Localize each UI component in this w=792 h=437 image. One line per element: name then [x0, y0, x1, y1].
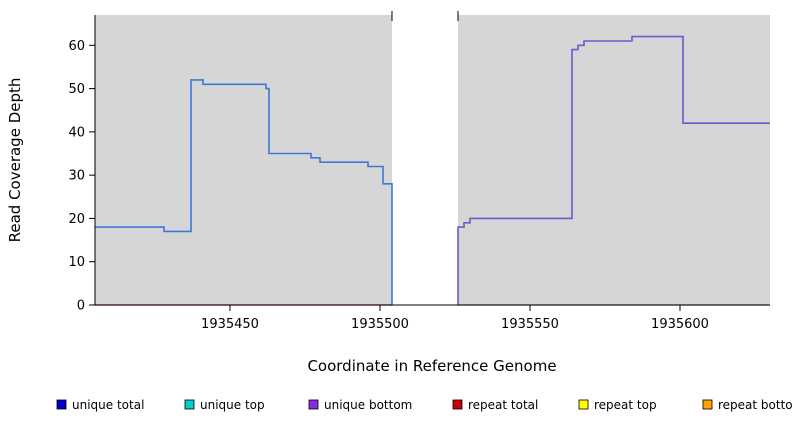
- legend-label: repeat top: [594, 398, 657, 412]
- x-tick-label: 1935450: [201, 317, 259, 332]
- legend-label: unique top: [200, 398, 265, 412]
- legend-swatch: [184, 399, 195, 410]
- legend-item: repeat top: [578, 398, 657, 412]
- y-tick-label: 40: [68, 125, 85, 140]
- y-tick-label: 10: [68, 255, 85, 270]
- x-tick-label: 1935550: [501, 317, 559, 332]
- plot-layer: 0 10 20 30 40 50 60 1935450 1935500 1935550 193560…: [68, 11, 770, 332]
- legend-swatch: [56, 399, 67, 410]
- x-axis-title: Coordinate in Reference Genome: [307, 357, 556, 375]
- legend-item: unique top: [184, 398, 265, 412]
- y-tick-label: 30: [68, 169, 85, 184]
- y-tick-label: 0: [77, 299, 85, 314]
- masked-region: [392, 15, 458, 305]
- chart-legend: unique total unique top unique bottom repea…: [56, 398, 792, 412]
- y-tick-label: 50: [68, 82, 85, 97]
- x-tick-label: 1935500: [351, 317, 409, 332]
- legend-swatch: [452, 399, 463, 410]
- legend-swatch: [308, 399, 319, 410]
- x-tick-label: 1935600: [651, 317, 709, 332]
- series-unique-coverage-left: [95, 79, 393, 305]
- y-tick-label: 60: [68, 39, 85, 54]
- y-tick-label: 20: [68, 212, 85, 227]
- series-unique-coverage-right: [457, 35, 770, 305]
- legend-label: unique total: [72, 398, 144, 412]
- legend-item: repeat bottom: [702, 398, 792, 412]
- legend-label: unique bottom: [324, 398, 412, 412]
- legend-label: repeat total: [468, 398, 538, 412]
- legend-item: repeat total: [452, 398, 538, 412]
- legend-swatch: [702, 399, 713, 410]
- legend-item: unique bottom: [308, 398, 412, 412]
- legend-item: unique total: [56, 398, 144, 412]
- legend-label: repeat bottom: [718, 398, 792, 412]
- y-axis-title: Read Coverage Depth: [6, 78, 24, 243]
- legend-swatch: [578, 399, 589, 410]
